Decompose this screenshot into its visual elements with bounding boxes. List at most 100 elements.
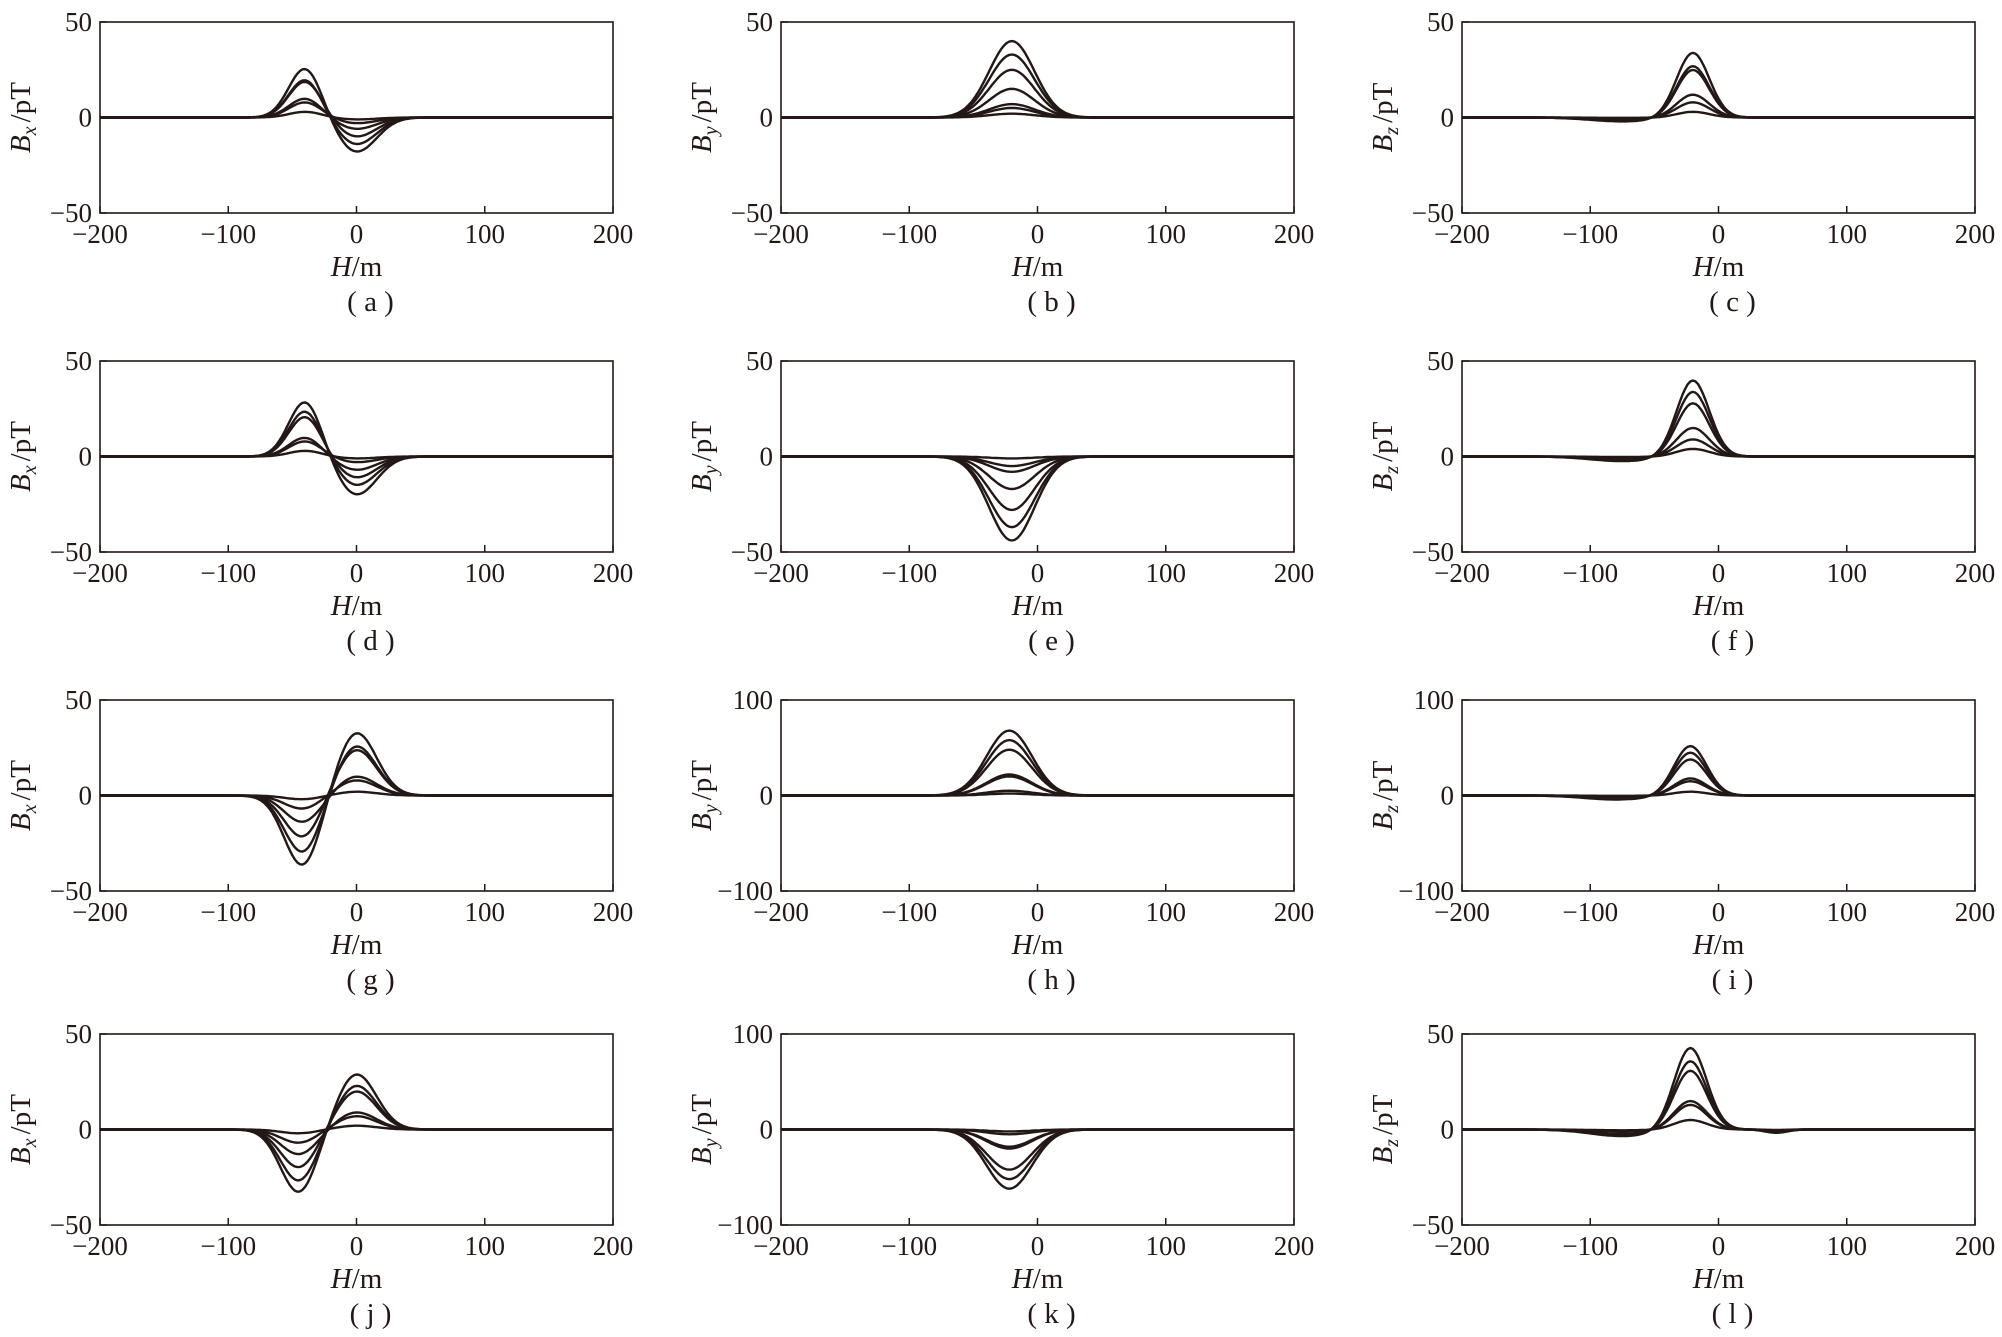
- x-tick-label: −200: [72, 219, 128, 249]
- series-line: [100, 436, 613, 471]
- y-tick-label: 50: [65, 685, 92, 715]
- y-tick-label: 0: [760, 442, 774, 472]
- y-axis-label: Bz/pT: [1367, 421, 1403, 491]
- y-tick-label: 0: [1441, 442, 1455, 472]
- x-axis-label: H/m: [330, 1263, 383, 1295]
- x-tick-label: −100: [1562, 1231, 1618, 1261]
- series-line: [781, 455, 1294, 473]
- x-tick-label: 100: [465, 219, 506, 249]
- x-tick-label: 200: [1955, 897, 1996, 927]
- x-axis-label: H/m: [1692, 1263, 1745, 1295]
- y-tick-label: 50: [65, 1019, 92, 1049]
- x-tick-label: 200: [1274, 558, 1315, 588]
- x-tick-label: 200: [593, 219, 634, 249]
- y-tick-label: 0: [1441, 781, 1455, 811]
- x-tick-label: −100: [881, 897, 937, 927]
- series-line: [100, 732, 613, 866]
- x-tick-label: −200: [753, 219, 809, 249]
- x-tick-label: 100: [1827, 897, 1868, 927]
- y-tick-label: 50: [65, 7, 92, 37]
- series-line: [781, 1128, 1294, 1133]
- x-axis-label: H/m: [330, 590, 383, 622]
- x-tick-label: 100: [1827, 219, 1868, 249]
- x-tick-label: 200: [1955, 558, 1996, 588]
- x-tick-label: 0: [1712, 558, 1726, 588]
- series-line: [100, 416, 613, 479]
- y-tick-label: −100: [1398, 876, 1454, 906]
- y-axis-label: By/pT: [686, 1094, 722, 1165]
- x-tick-label: −200: [72, 897, 128, 927]
- y-tick-label: 50: [1427, 7, 1454, 37]
- series-line: [100, 745, 613, 853]
- x-tick-label: 100: [1146, 897, 1187, 927]
- x-tick-label: 100: [1146, 558, 1187, 588]
- chart-panel-a: −200 −100 0 100 200 −50 0 50 H/m Bx/pT ( a ): [5, 7, 633, 318]
- x-tick-label: 0: [350, 1231, 364, 1261]
- x-tick-label: 0: [350, 558, 364, 588]
- y-tick-label: 0: [1441, 103, 1455, 133]
- panel-label: ( b ): [1027, 286, 1075, 318]
- y-tick-label: −50: [50, 537, 92, 567]
- y-tick-label: 0: [760, 1115, 774, 1145]
- y-tick-label: 0: [760, 781, 774, 811]
- y-axis-label: By/pT: [686, 421, 722, 492]
- panel-label: ( f ): [1711, 625, 1754, 657]
- y-tick-label: −100: [717, 1210, 773, 1240]
- x-tick-label: −200: [1434, 219, 1490, 249]
- x-tick-label: 200: [593, 1231, 634, 1261]
- x-tick-label: −100: [1562, 558, 1618, 588]
- series-line: [781, 792, 1294, 797]
- x-tick-label: −100: [200, 558, 256, 588]
- x-tick-label: −100: [200, 219, 256, 249]
- x-tick-label: 0: [1031, 1231, 1045, 1261]
- y-axis-label: By/pT: [686, 82, 722, 153]
- series-line: [100, 67, 613, 153]
- x-tick-label: −200: [1434, 1231, 1490, 1261]
- y-tick-label: −50: [1412, 198, 1454, 228]
- x-tick-label: −200: [1434, 897, 1490, 927]
- series-line: [781, 455, 1294, 460]
- series-line: [100, 401, 613, 496]
- x-tick-label: 200: [1274, 1231, 1315, 1261]
- x-tick-label: 200: [1955, 219, 1996, 249]
- series-line: [100, 775, 613, 823]
- x-tick-label: 100: [465, 897, 506, 927]
- y-tick-label: 0: [760, 103, 774, 133]
- panel-label: ( c ): [1709, 286, 1756, 318]
- panel-label: ( j ): [350, 1298, 392, 1330]
- y-axis-label: Bz/pT: [1367, 1094, 1403, 1164]
- x-axis-label: H/m: [1692, 590, 1745, 622]
- panel-label: ( g ): [346, 964, 394, 996]
- x-tick-label: −200: [753, 558, 809, 588]
- y-tick-label: 0: [79, 442, 93, 472]
- x-axis-label: H/m: [330, 251, 383, 283]
- x-tick-label: 100: [465, 558, 506, 588]
- series-line: [100, 110, 613, 121]
- y-tick-label: −50: [731, 198, 773, 228]
- y-tick-label: 50: [65, 346, 92, 376]
- chart-panel-b: −200 −100 0 100 200 −50 0 50 H/m By/pT ( b ): [686, 7, 1314, 318]
- x-axis-label: H/m: [1011, 590, 1064, 622]
- y-tick-label: 0: [79, 781, 93, 811]
- chart-panel-g: −200 −100 0 100 200 −50 0 50 H/m Bx/pT ( g ): [5, 685, 633, 996]
- chart-panel-e: −200 −100 0 100 200 −50 0 50 H/m By/pT ( e ): [686, 346, 1314, 657]
- panel-label: ( l ): [1712, 1298, 1754, 1330]
- x-tick-label: 100: [1827, 1231, 1868, 1261]
- chart-panel-d: −200 −100 0 100 200 −50 0 50 H/m Bx/pT ( d ): [5, 346, 633, 657]
- x-axis-label: H/m: [1692, 929, 1745, 961]
- x-tick-label: 200: [593, 558, 634, 588]
- x-axis-label: H/m: [330, 929, 383, 961]
- panel-label: ( a ): [347, 286, 394, 318]
- x-tick-label: 200: [1274, 897, 1315, 927]
- x-tick-label: 0: [1031, 558, 1045, 588]
- series-line: [1462, 447, 1975, 459]
- y-tick-label: −50: [731, 537, 773, 567]
- y-axis-label: Bx/pT: [5, 760, 41, 831]
- x-tick-label: 0: [350, 219, 364, 249]
- chart-panel-l: −200 −100 0 100 200 −50 0 50 H/m Bz/pT ( l ): [1367, 1019, 1995, 1330]
- x-tick-label: 0: [1712, 219, 1726, 249]
- x-tick-label: −100: [1562, 897, 1618, 927]
